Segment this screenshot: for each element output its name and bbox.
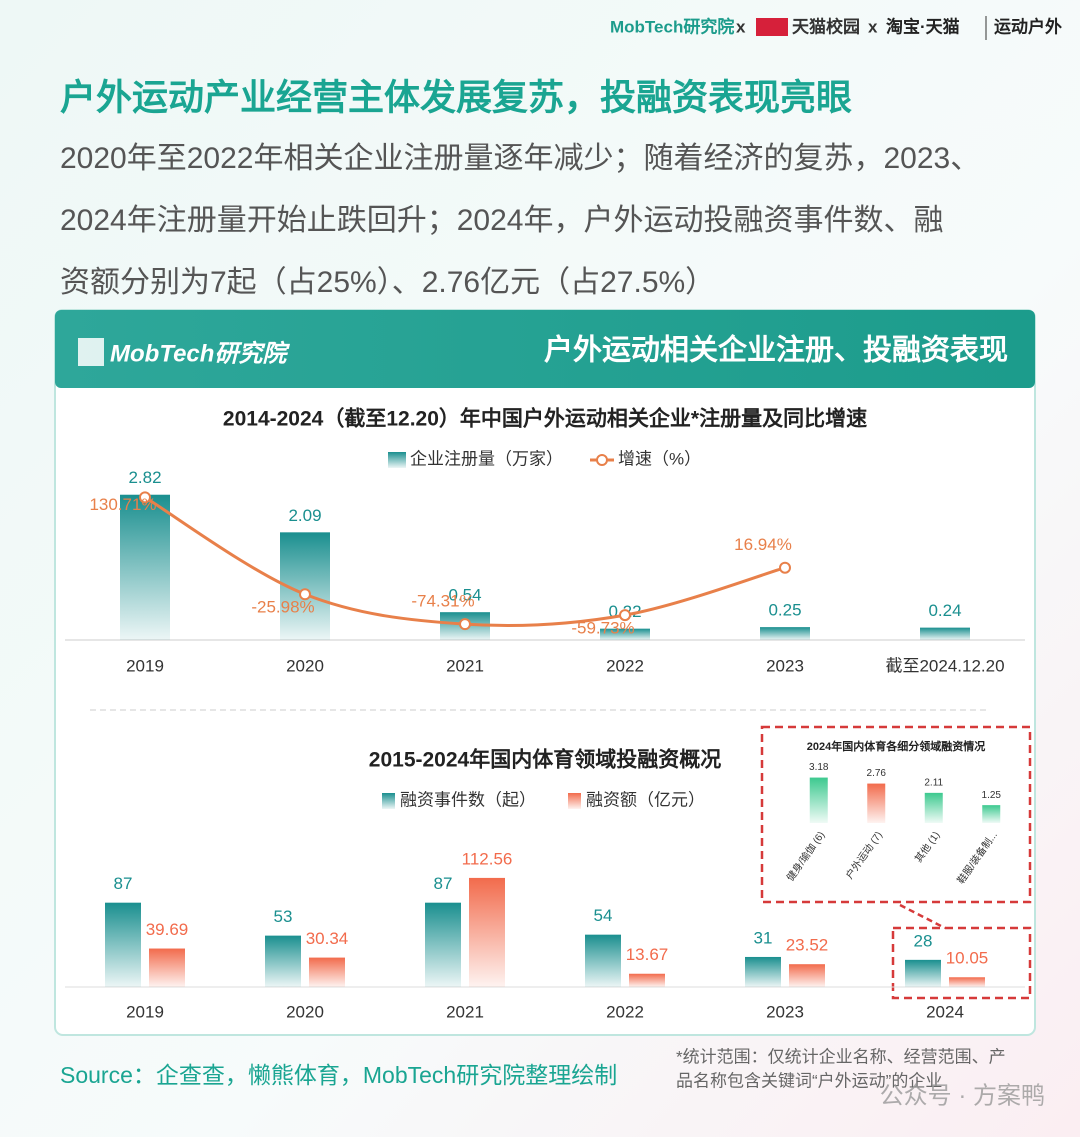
line-label: 16.94% bbox=[734, 535, 792, 554]
line-point bbox=[459, 618, 471, 631]
x-tick-label: 2020 bbox=[286, 656, 324, 675]
bar bbox=[949, 977, 985, 987]
bar bbox=[809, 777, 828, 823]
bar bbox=[920, 627, 970, 640]
bar bbox=[745, 956, 781, 987]
data-label: 2.09 bbox=[288, 506, 321, 525]
data-label: 28 bbox=[914, 931, 933, 950]
bar bbox=[905, 959, 941, 987]
data-label: 0.54 bbox=[448, 586, 481, 605]
connector bbox=[899, 903, 946, 930]
legend-label: 企业注册量（万家） bbox=[410, 449, 563, 468]
line-point bbox=[299, 588, 311, 601]
bar bbox=[585, 934, 621, 987]
bar bbox=[265, 935, 301, 987]
logo-icon bbox=[756, 18, 788, 36]
legend-swatch bbox=[568, 793, 581, 809]
data-label: 31 bbox=[754, 928, 773, 947]
line-point bbox=[779, 561, 791, 574]
data-label: 2.82 bbox=[128, 468, 161, 487]
data-label: 2.11 bbox=[924, 777, 943, 788]
legend-label: 增速（%） bbox=[618, 449, 701, 468]
x-tick-label: 2019 bbox=[126, 656, 164, 675]
x-tick-label: 截至2024.12.20 bbox=[885, 656, 1004, 675]
banner-title: 户外运动相关企业注册、投融资表现 bbox=[544, 333, 1008, 367]
logo-sep: x bbox=[868, 17, 878, 36]
subtitle: 2020年至2022年相关企业注册量逐年减少；随着经济的复苏，2023、 202… bbox=[60, 142, 980, 299]
bar bbox=[789, 964, 825, 987]
logo: 运动户外 bbox=[994, 16, 1062, 36]
watermark: 公众号 · 方案鸭 bbox=[880, 1082, 1045, 1109]
legend-swatch bbox=[388, 452, 406, 468]
line-label: -59.73% bbox=[571, 619, 634, 638]
bar bbox=[425, 902, 461, 987]
title: 户外运动产业经营主体发展复苏，投融资表现亮眼 bbox=[60, 77, 852, 118]
data-label: 23.52 bbox=[786, 936, 829, 955]
logo-sep: x bbox=[736, 17, 746, 36]
line-label: 130.71% bbox=[89, 495, 156, 514]
data-label: 0.25 bbox=[768, 601, 801, 620]
highlight-box bbox=[891, 926, 1032, 1000]
bar bbox=[149, 948, 185, 987]
bar bbox=[469, 877, 505, 987]
bar bbox=[924, 792, 943, 823]
banner-logo-icon bbox=[78, 338, 104, 366]
data-label: 13.67 bbox=[626, 945, 669, 964]
inset-box bbox=[760, 725, 1032, 904]
line-label: -74.31% bbox=[411, 592, 474, 611]
legend-label: 融资事件数（起） bbox=[400, 790, 536, 809]
bar bbox=[309, 957, 345, 987]
data-label: 0.24 bbox=[928, 601, 961, 620]
bar bbox=[120, 494, 170, 640]
line-point bbox=[139, 491, 151, 504]
data-label: 112.56 bbox=[462, 849, 513, 868]
subtitle-line: 2020年至2022年相关企业注册量逐年减少；随着经济的复苏，2023、 bbox=[60, 142, 980, 175]
x-tick-label: 2022 bbox=[606, 1002, 644, 1021]
logo: MobTech研究院 bbox=[610, 16, 734, 36]
data-label: 10.05 bbox=[946, 949, 989, 968]
data-label: 3.18 bbox=[809, 762, 829, 773]
data-label: 87 bbox=[114, 874, 133, 893]
line-point bbox=[619, 609, 631, 622]
source: Source：企查查，懒熊体育，MobTech研究院整理绘制 bbox=[60, 1062, 617, 1088]
legend-swatch bbox=[382, 793, 395, 809]
x-tick-label: 2019 bbox=[126, 1002, 164, 1021]
data-label: 87 bbox=[434, 874, 453, 893]
x-tick-label: 2024 bbox=[926, 1002, 964, 1021]
legend-marker bbox=[596, 454, 608, 466]
banner-logo: MobTech研究院 bbox=[110, 340, 290, 367]
chart-title: 2014-2024（截至12.20）年中国户外运动相关企业*注册量及同比增速 bbox=[223, 407, 867, 431]
logo: 天猫校园 bbox=[792, 16, 860, 36]
bar bbox=[760, 627, 810, 640]
x-tick-label: 2021 bbox=[446, 656, 484, 675]
data-label: 53 bbox=[274, 907, 293, 926]
logos: MobTech研究院 x 天猫校园 x 淘宝·天猫 运动户外 bbox=[610, 16, 1062, 40]
data-label: 2.76 bbox=[867, 768, 887, 779]
data-label: 30.34 bbox=[306, 929, 349, 948]
bar bbox=[982, 805, 1001, 823]
x-tick-label: 2023 bbox=[766, 1002, 804, 1021]
subtitle-line: 资额分别为7起（占25%）、2.76亿元（占27.5%） bbox=[60, 266, 715, 299]
data-label: 1.25 bbox=[982, 790, 1002, 801]
chart-title: 2015-2024年国内体育领域投融资概况 bbox=[369, 748, 721, 772]
note: *统计范围：仅统计企业名称、经营范围、产 bbox=[676, 1047, 1006, 1066]
data-label: 54 bbox=[594, 906, 613, 925]
note: 品名称包含关键词“户外运动”的企业 bbox=[676, 1071, 942, 1090]
bar bbox=[629, 973, 665, 987]
banner bbox=[55, 310, 1035, 388]
x-tick-label: 2021 bbox=[446, 1002, 484, 1021]
x-tick-label: 2022 bbox=[606, 656, 644, 675]
bar bbox=[600, 628, 650, 640]
legend-label: 融资额（亿元） bbox=[586, 790, 705, 809]
chart-title: 2024年国内体育各细分领域融资情况 bbox=[807, 739, 985, 753]
logo: 淘宝·天猫 bbox=[886, 16, 960, 36]
data-label: 39.69 bbox=[146, 920, 189, 939]
x-tick-label: 2023 bbox=[766, 656, 804, 675]
subtitle-line: 2024年注册量开始止跌回升；2024年，户外运动投融资事件数、融 bbox=[60, 204, 943, 237]
line-label: -25.98% bbox=[251, 598, 314, 617]
bar bbox=[105, 902, 141, 987]
bar bbox=[867, 783, 886, 823]
x-tick-label: 2020 bbox=[286, 1002, 324, 1021]
